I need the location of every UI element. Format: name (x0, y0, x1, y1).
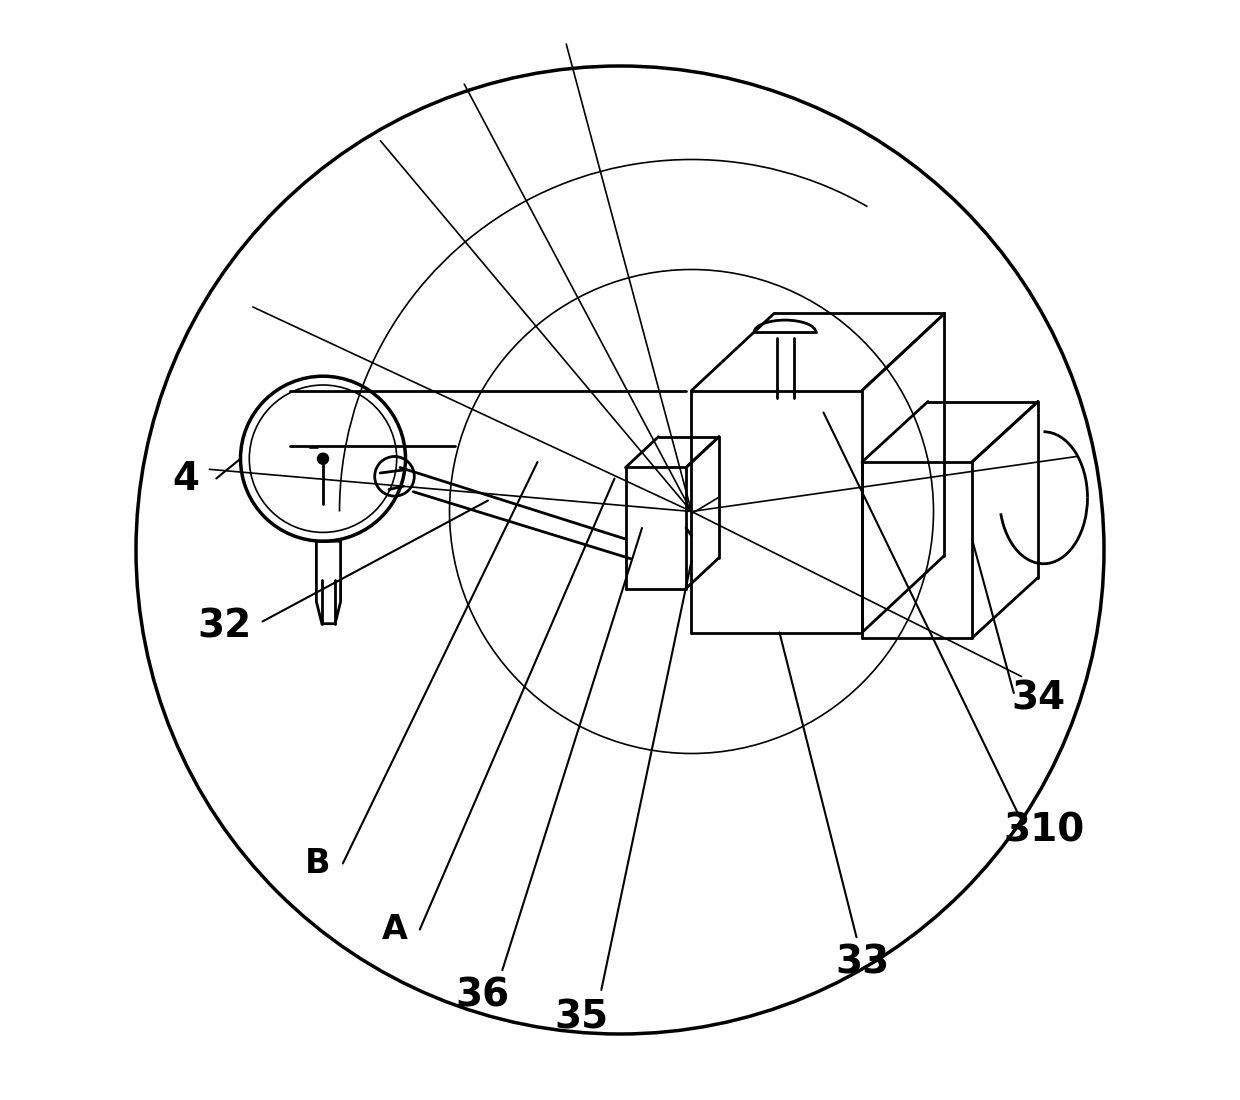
Text: 32: 32 (197, 608, 252, 646)
Text: 4: 4 (172, 460, 198, 497)
Text: 34: 34 (1011, 680, 1065, 717)
Text: A: A (382, 913, 408, 946)
Text: 35: 35 (554, 999, 609, 1036)
Text: 310: 310 (1003, 812, 1084, 849)
Text: 36: 36 (455, 977, 510, 1014)
Circle shape (317, 453, 329, 464)
Text: 33: 33 (835, 944, 889, 981)
Text: B: B (305, 847, 330, 880)
